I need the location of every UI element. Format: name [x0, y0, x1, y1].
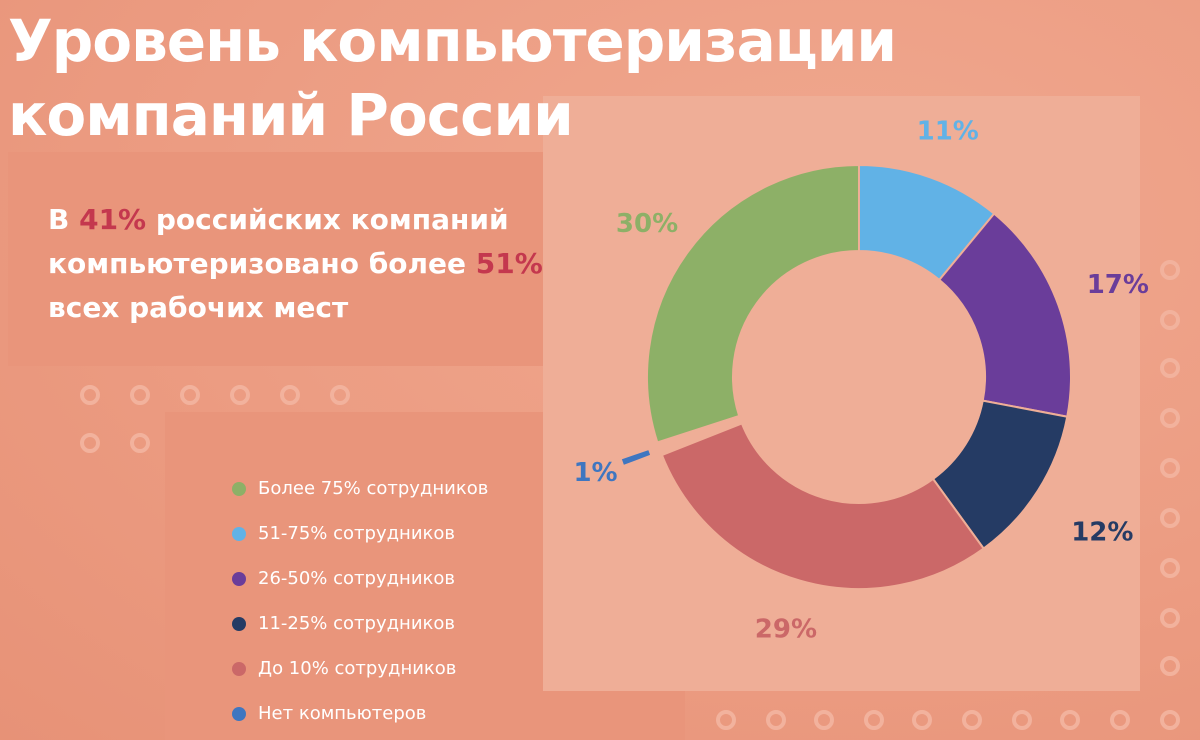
slice-label: 11% — [917, 116, 979, 146]
legend-item: 11-25% сотрудников — [232, 601, 488, 646]
info-box — [8, 152, 575, 366]
legend-item: 51-75% сотрудников — [232, 511, 488, 556]
legend-label: До 10% сотрудников — [258, 658, 457, 679]
legend-swatch — [232, 706, 246, 721]
legend-item: 26-50% сотрудников — [232, 556, 488, 601]
legend-swatch — [232, 481, 246, 496]
slice-label: 17% — [1087, 270, 1149, 300]
info-highlight-2: 51% — [475, 247, 543, 280]
legend-label: 26-50% сотрудников — [258, 568, 456, 589]
legend-swatch — [232, 616, 246, 631]
slice-label: 1% — [573, 458, 617, 488]
chart-legend: Более 75% сотрудников 51-75% сотрудников… — [232, 466, 488, 736]
legend-label: 11-25% сотрудников — [258, 613, 456, 634]
donut-slice — [660, 422, 986, 590]
donut-slice — [619, 447, 653, 468]
donut-slice — [646, 163, 860, 444]
legend-label: Более 75% сотрудников — [258, 478, 489, 499]
legend-swatch — [232, 526, 246, 541]
info-text-part-1: В — [48, 203, 80, 236]
title-line-2: компаний России — [8, 81, 574, 149]
legend-item: Более 75% сотрудников — [232, 466, 488, 511]
legend-label: Нет компьютеров — [258, 703, 427, 724]
legend-label: 51-75% сотрудников — [258, 523, 456, 544]
info-highlight-1: 41% — [79, 203, 147, 236]
slice-label: 12% — [1071, 517, 1133, 547]
info-text-part-2: российских компаний компьютеризовано бол… — [48, 203, 509, 280]
info-text-part-3: всех рабочих мест — [48, 291, 349, 324]
legend-swatch — [232, 661, 246, 676]
page-title: Уровень компьютеризации компаний России — [8, 4, 897, 152]
info-text: В 41% российских компаний компьютеризова… — [48, 198, 568, 330]
legend-item: До 10% сотрудников — [232, 646, 488, 691]
legend-item: Нет компьютеров — [232, 691, 488, 736]
legend-swatch — [232, 571, 246, 586]
slice-label: 29% — [755, 615, 817, 645]
title-line-1: Уровень компьютеризации — [8, 7, 897, 75]
slice-label: 30% — [616, 209, 678, 239]
